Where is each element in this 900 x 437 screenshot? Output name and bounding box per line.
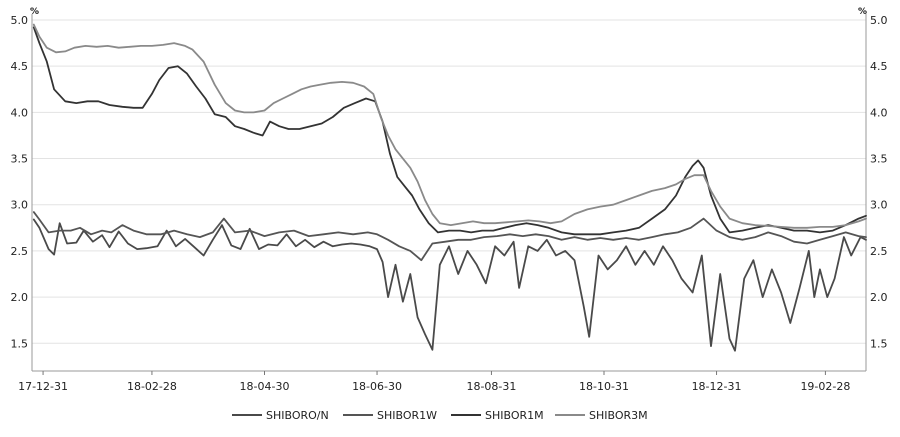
y-tick-label-right: 4.5 [870,60,888,73]
y-tick-label-left: 2.5 [11,245,29,258]
legend-label-m3: SHIBOR3M [589,409,648,422]
y-tick-label-right: 2.0 [870,291,888,304]
x-tick-label: 18-12-31 [692,380,742,393]
y-tick-label-left: 3.0 [11,199,29,212]
y-tick-label-left: 1.5 [11,337,29,350]
y-tick-label-right: 1.5 [870,337,888,350]
x-tick-label: 18-06-30 [352,380,402,393]
series-layer [32,23,867,352]
y-tick-label-left: 5.0 [11,14,29,27]
x-tick-label: 18-10-31 [579,380,629,393]
x-tick-label: 18-08-31 [466,380,516,393]
y-tick-label-right: 2.5 [870,245,888,258]
grid-layer [32,19,866,344]
series-line-w1 [32,211,867,262]
series-line-m1 [32,26,867,236]
y-tick-label-right: 5.0 [870,14,888,27]
y-tick-label-right: 4.0 [870,106,888,119]
legend-label-on: SHIBORO/N [266,409,329,422]
x-tick-label: 18-04-30 [240,380,290,393]
series-line-m3 [32,23,867,229]
legend-label-m1: SHIBOR1M [485,409,544,422]
left-unit-label: % [30,7,39,17]
y-tick-label-left: 4.5 [11,60,29,73]
y-tick-label-left: 2.0 [11,291,29,304]
y-tick-label-right: 3.0 [870,199,888,212]
right-unit-label: % [858,7,867,17]
x-tick-label: 19-02-28 [800,380,850,393]
x-tick-label: 17-12-31 [18,380,68,393]
legend-label-w1: SHIBOR1W [377,409,437,422]
axis-layer: % % 1.5 1.5 2.0 2.0 2.5 2.5 3.0 3.0 3.5 3.5 4.0 4.0… [11,7,888,393]
y-tick-label-left: 3.5 [11,153,29,166]
y-tick-label-left: 4.0 [11,106,29,119]
x-tick-label: 18-02-28 [127,380,177,393]
legend: SHIBORO/N SHIBOR1W SHIBOR1M SHIBOR3M [232,409,648,422]
y-tick-label-right: 3.5 [870,153,888,166]
